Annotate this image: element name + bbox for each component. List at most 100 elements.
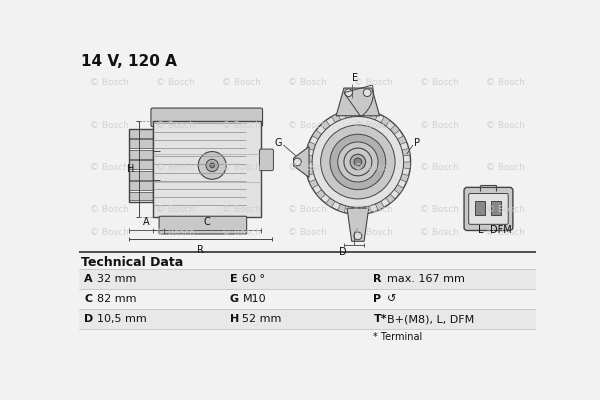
FancyBboxPatch shape xyxy=(259,149,274,171)
Text: P: P xyxy=(373,294,382,304)
Text: © Bosch: © Bosch xyxy=(288,228,327,237)
Text: © Bosch: © Bosch xyxy=(157,205,195,214)
Bar xyxy=(491,201,501,215)
Text: max. 167 mm: max. 167 mm xyxy=(388,274,465,284)
Text: B+(M8), L, DFM: B+(M8), L, DFM xyxy=(388,314,475,324)
Text: © Bosch: © Bosch xyxy=(354,228,393,237)
Circle shape xyxy=(344,89,352,96)
Circle shape xyxy=(206,159,218,172)
Bar xyxy=(152,121,261,217)
Polygon shape xyxy=(347,208,369,241)
Text: © Bosch: © Bosch xyxy=(485,120,524,130)
Polygon shape xyxy=(336,88,380,116)
Text: © Bosch: © Bosch xyxy=(157,120,195,130)
Text: 14 V, 120 A: 14 V, 120 A xyxy=(81,54,177,69)
Text: © Bosch: © Bosch xyxy=(91,205,130,214)
Text: H: H xyxy=(230,314,239,324)
Polygon shape xyxy=(307,142,316,150)
Text: P: P xyxy=(415,138,421,148)
Text: © Bosch: © Bosch xyxy=(222,205,261,214)
Polygon shape xyxy=(320,120,330,130)
Bar xyxy=(129,139,152,148)
Text: © Bosch: © Bosch xyxy=(420,205,458,214)
Bar xyxy=(79,269,536,289)
Bar xyxy=(129,181,152,190)
Text: © Bosch: © Bosch xyxy=(420,120,458,130)
Bar xyxy=(475,201,485,215)
Polygon shape xyxy=(316,190,326,199)
Text: A: A xyxy=(84,274,93,284)
Text: © Bosch: © Bosch xyxy=(222,120,261,130)
Text: Technical Data: Technical Data xyxy=(81,256,184,269)
Circle shape xyxy=(305,110,410,214)
Circle shape xyxy=(338,142,378,182)
Text: © Bosch: © Bosch xyxy=(222,78,261,87)
Circle shape xyxy=(364,89,371,96)
Circle shape xyxy=(330,134,386,190)
FancyBboxPatch shape xyxy=(159,216,247,234)
Polygon shape xyxy=(358,110,365,117)
Text: © Bosch: © Bosch xyxy=(91,163,130,172)
Text: 10,5 mm: 10,5 mm xyxy=(97,314,146,324)
Text: © Bosch: © Bosch xyxy=(91,228,130,237)
Circle shape xyxy=(354,232,362,240)
Text: C: C xyxy=(203,218,210,228)
Text: 60 °: 60 ° xyxy=(242,274,265,284)
Polygon shape xyxy=(376,201,384,210)
Text: © Bosch: © Bosch xyxy=(288,205,327,214)
Polygon shape xyxy=(397,136,407,144)
Circle shape xyxy=(312,116,404,207)
Bar xyxy=(129,150,152,159)
Polygon shape xyxy=(402,148,410,156)
Text: © Bosch: © Bosch xyxy=(222,228,261,237)
Circle shape xyxy=(293,158,301,166)
Text: R: R xyxy=(373,274,382,284)
Text: T*: T* xyxy=(373,314,387,324)
Polygon shape xyxy=(381,117,390,126)
Polygon shape xyxy=(351,207,358,214)
Text: © Bosch: © Bosch xyxy=(288,120,327,130)
Text: G: G xyxy=(274,138,282,148)
Text: © Bosch: © Bosch xyxy=(485,163,524,172)
Text: D: D xyxy=(338,247,346,257)
FancyBboxPatch shape xyxy=(464,187,513,230)
Polygon shape xyxy=(386,194,395,204)
Polygon shape xyxy=(400,174,409,182)
Polygon shape xyxy=(370,111,378,120)
Text: C: C xyxy=(84,294,92,304)
Text: © Bosch: © Bosch xyxy=(157,163,195,172)
Polygon shape xyxy=(305,155,313,162)
Bar xyxy=(129,171,152,180)
Text: A: A xyxy=(143,218,150,228)
Text: © Bosch: © Bosch xyxy=(420,163,458,172)
Bar xyxy=(79,289,536,309)
Text: © Bosch: © Bosch xyxy=(485,228,524,237)
Circle shape xyxy=(210,163,215,168)
Bar xyxy=(129,160,152,169)
Bar xyxy=(79,309,536,329)
Text: M10: M10 xyxy=(242,294,266,304)
Polygon shape xyxy=(309,179,318,188)
Text: R: R xyxy=(197,245,204,255)
Text: * Terminal: * Terminal xyxy=(373,332,422,342)
Bar xyxy=(129,192,152,200)
Circle shape xyxy=(198,152,226,179)
Text: G: G xyxy=(230,294,239,304)
FancyBboxPatch shape xyxy=(469,194,508,224)
Text: © Bosch: © Bosch xyxy=(157,78,195,87)
Text: E: E xyxy=(352,73,358,83)
Text: © Bosch: © Bosch xyxy=(420,78,458,87)
Polygon shape xyxy=(394,185,404,194)
Bar xyxy=(129,129,152,138)
Polygon shape xyxy=(390,125,400,134)
Text: © Bosch: © Bosch xyxy=(354,78,393,87)
Polygon shape xyxy=(338,204,346,212)
Text: © Bosch: © Bosch xyxy=(354,205,393,214)
Text: © Bosch: © Bosch xyxy=(157,228,195,237)
Text: E: E xyxy=(230,274,238,284)
Circle shape xyxy=(344,148,372,176)
Text: D: D xyxy=(84,314,94,324)
Polygon shape xyxy=(312,130,322,139)
Text: 52 mm: 52 mm xyxy=(242,314,282,324)
Circle shape xyxy=(350,154,365,170)
